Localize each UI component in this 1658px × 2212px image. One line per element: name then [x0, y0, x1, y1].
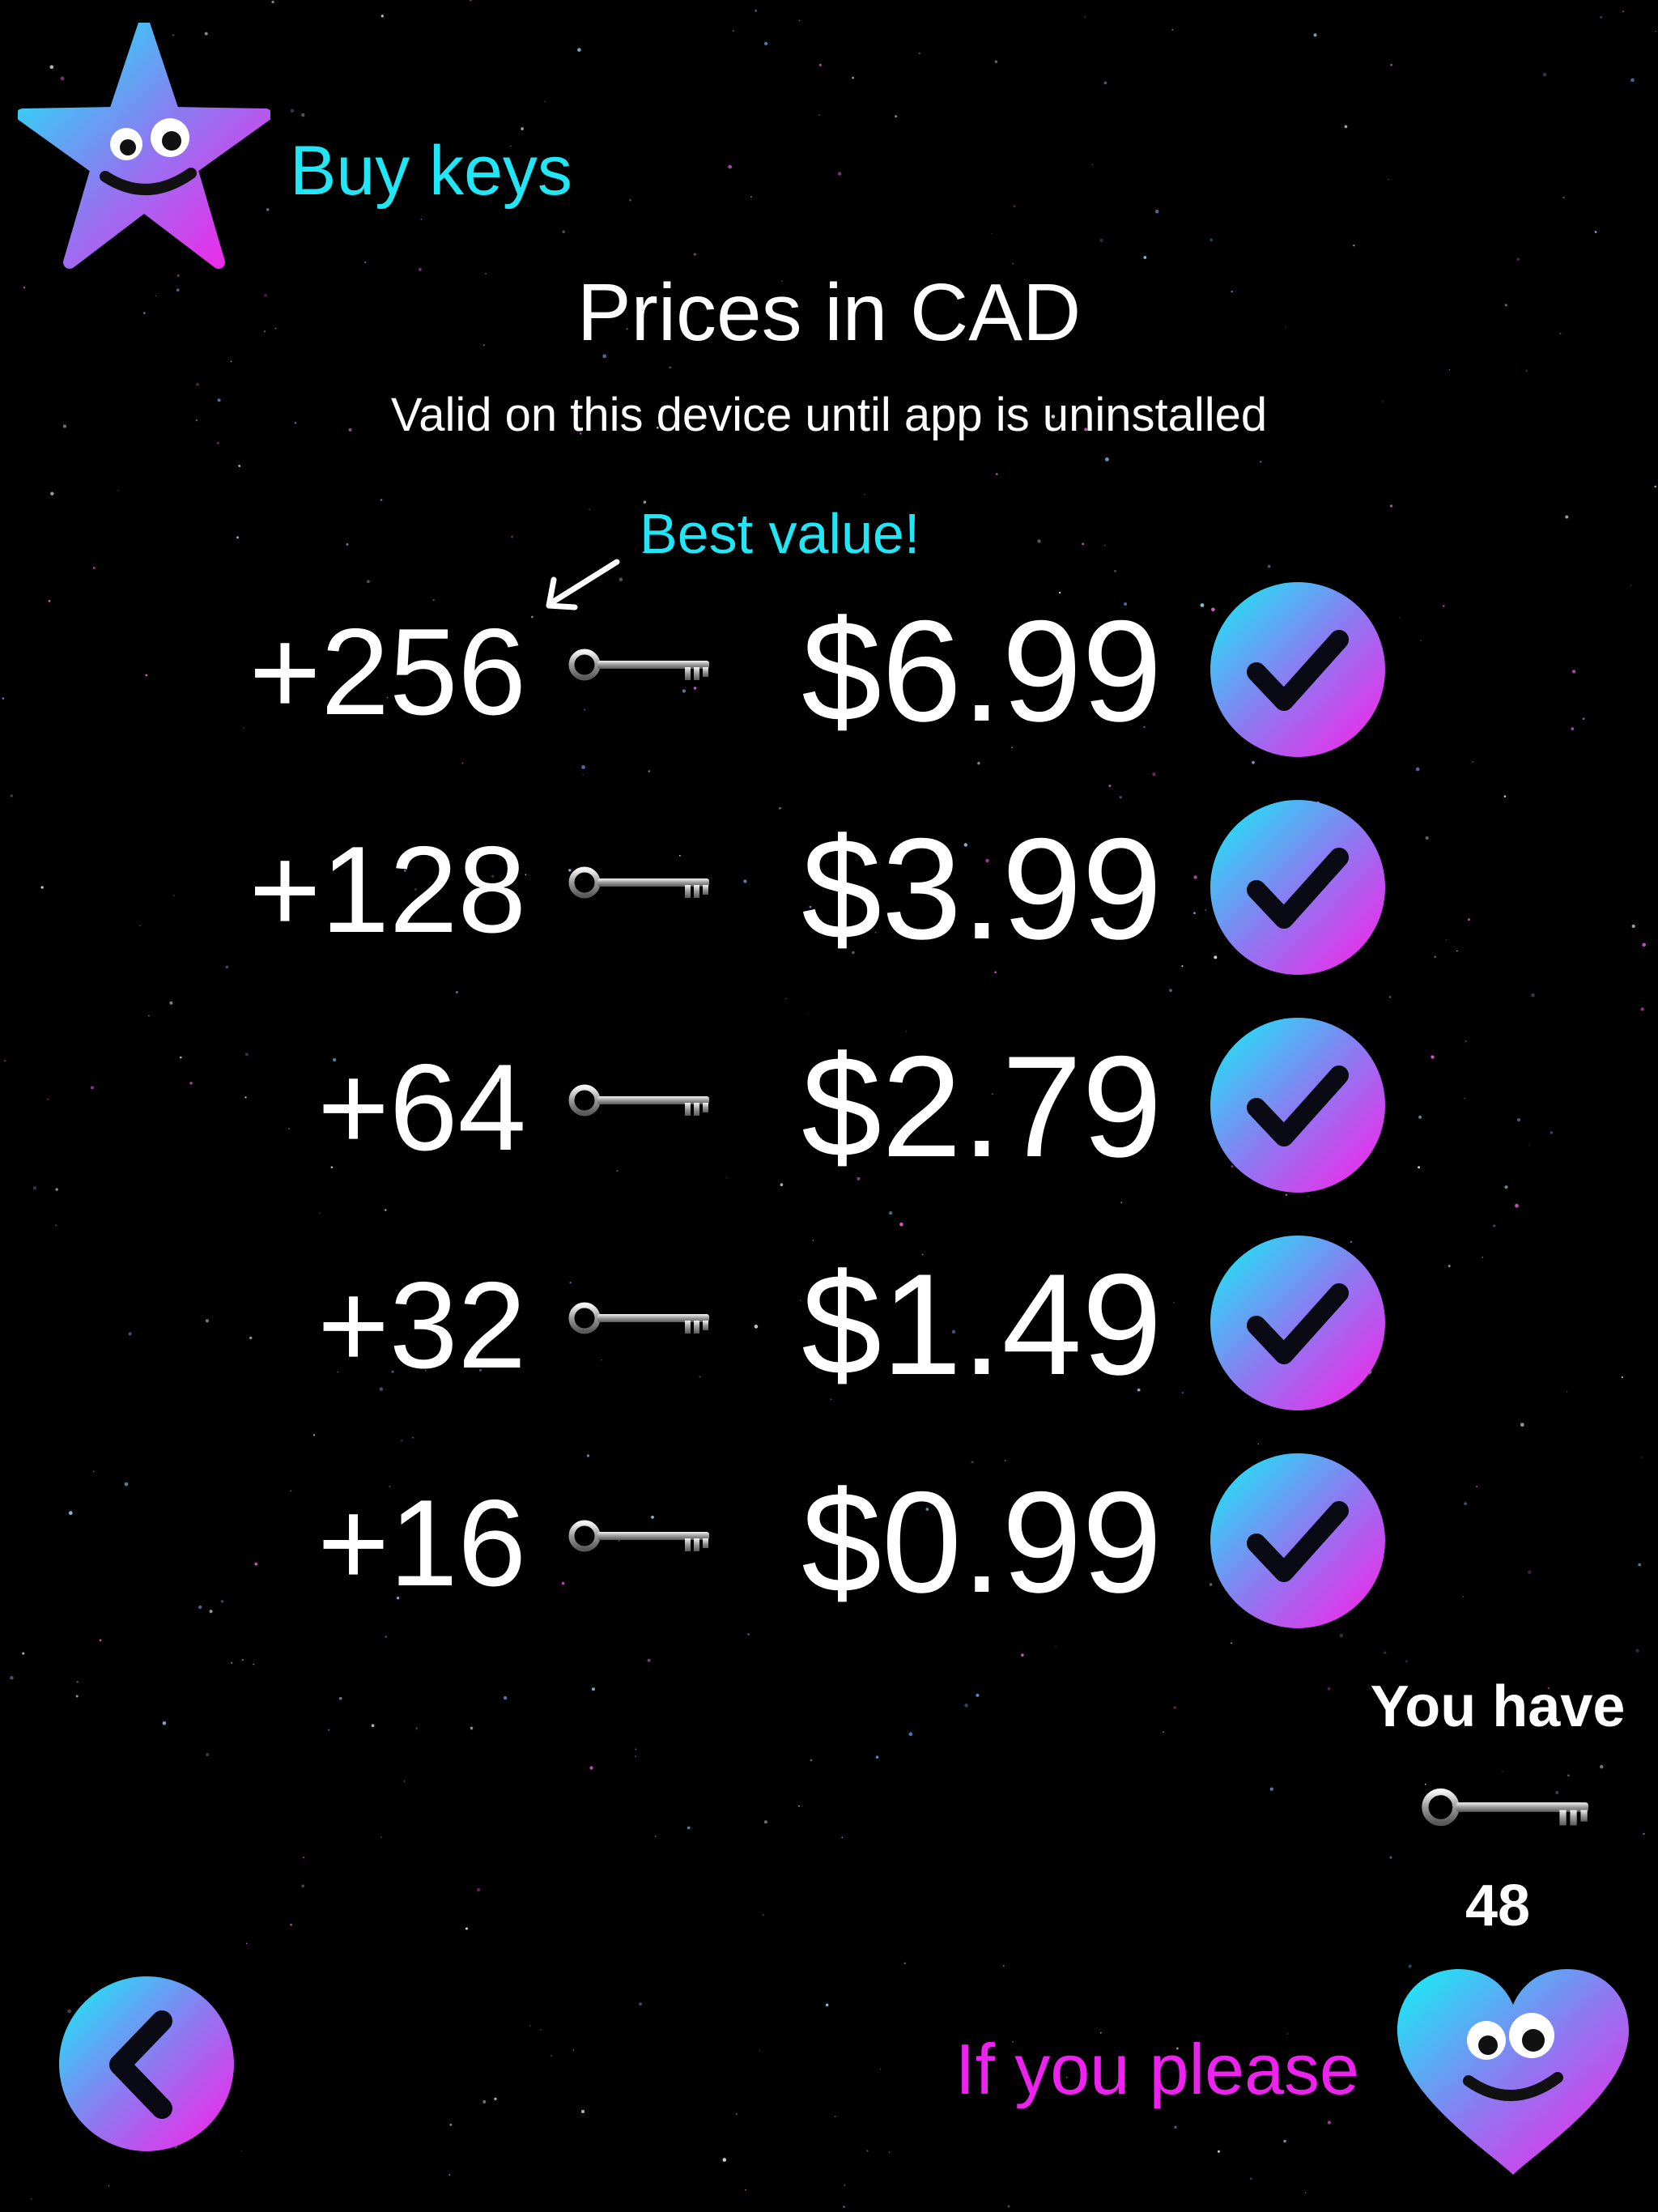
offer-quantity: +32: [317, 1257, 526, 1394]
buy-128-keys-button[interactable]: [1209, 799, 1386, 976]
offer-row: +128 $3.99: [0, 799, 1658, 985]
arrow-icon: [546, 559, 620, 610]
offer-row: +256 $6.99: [0, 581, 1658, 768]
offer-price: $1.49: [801, 1244, 1163, 1405]
offer-row: +32 $1.49: [0, 1235, 1658, 1421]
key-icon: [567, 643, 712, 687]
offer-quantity: +16: [317, 1474, 526, 1612]
buy-256-keys-button[interactable]: [1209, 581, 1386, 758]
chevron-left-icon: [109, 2010, 172, 2119]
offer-row: +64 $2.79: [0, 1017, 1658, 1203]
best-value-label: Best value!: [640, 502, 920, 565]
star-smiley-icon: [18, 23, 270, 269]
buy-16-keys-button[interactable]: [1209, 1453, 1386, 1629]
offer-price: $6.99: [801, 590, 1163, 751]
validity-note: Valid on this device until app is uninst…: [390, 389, 1268, 441]
key-icon: [567, 861, 712, 904]
offer-quantity: +128: [249, 821, 526, 959]
offer-price: $0.99: [801, 1461, 1163, 1623]
offer-price: $3.99: [801, 808, 1163, 969]
offer-quantity: +256: [249, 603, 526, 741]
key-icon: [567, 1296, 712, 1340]
please-label: If you please: [955, 2029, 1359, 2109]
balance-label: You have: [1370, 1674, 1626, 1739]
screen-title: Buy keys: [290, 132, 572, 210]
buy-32-keys-button[interactable]: [1209, 1235, 1386, 1411]
prices-heading: Prices in CAD: [576, 267, 1082, 358]
key-icon: [567, 1514, 712, 1558]
offer-row: +16 $0.99: [0, 1453, 1658, 1639]
key-balance-count: 48: [1465, 1874, 1531, 1938]
heart-smiley-icon[interactable]: [1391, 1963, 1635, 2181]
back-button[interactable]: [58, 1976, 235, 2152]
buy-64-keys-button[interactable]: [1209, 1017, 1386, 1193]
offer-quantity: +64: [317, 1039, 526, 1176]
key-icon: [567, 1078, 712, 1122]
offer-price: $2.79: [801, 1026, 1163, 1187]
key-icon: [1417, 1781, 1595, 1833]
